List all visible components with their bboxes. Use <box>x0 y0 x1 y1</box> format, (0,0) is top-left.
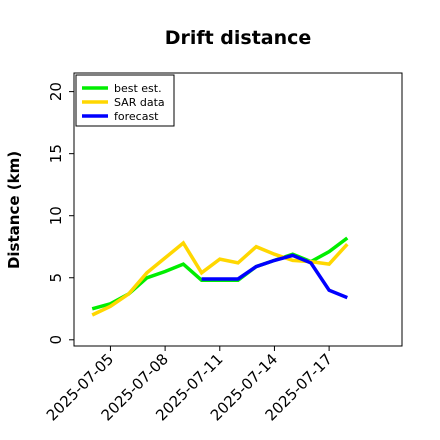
y-tick-label: 5 <box>47 273 65 283</box>
chart-title: Drift distance <box>165 27 312 49</box>
legend-label: SAR data <box>114 96 165 109</box>
series-line-forecast <box>201 253 348 300</box>
y-tick-label: 10 <box>47 206 65 225</box>
y-tick-label: 15 <box>47 144 65 163</box>
x-axis: 2025-07-052025-07-082025-07-112025-07-14… <box>43 346 336 424</box>
series-lines <box>91 236 349 317</box>
y-axis-label: Distance (km) <box>5 151 23 269</box>
y-tick-label: 20 <box>47 82 65 101</box>
y-tick-label: 0 <box>47 335 65 345</box>
series-line-best-est <box>91 236 349 311</box>
y-axis: 0 5 10 15 20 <box>47 82 74 345</box>
legend-label: forecast <box>114 110 159 123</box>
legend-label: best est. <box>114 82 162 95</box>
plot-frame <box>73 72 403 347</box>
